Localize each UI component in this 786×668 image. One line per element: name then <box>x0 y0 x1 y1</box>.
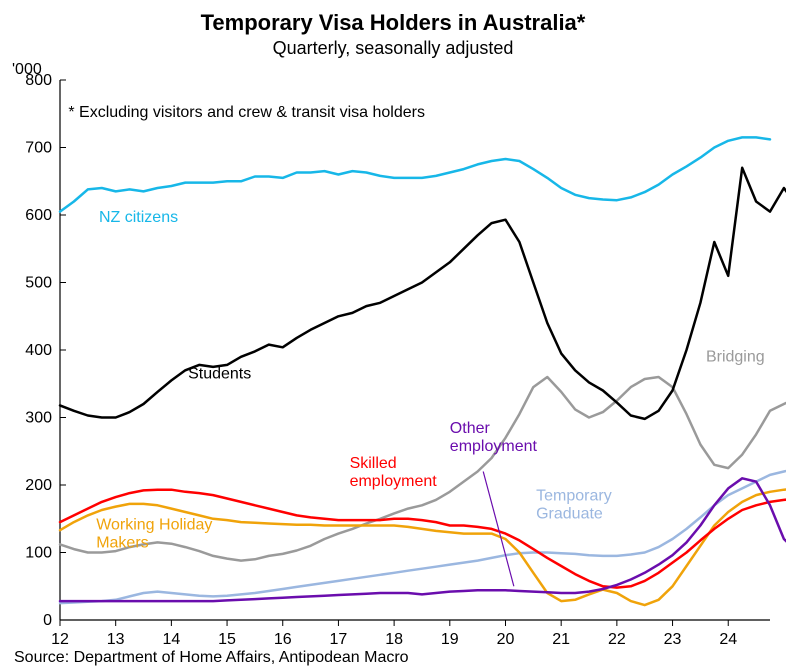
y-tick: 200 <box>25 477 52 494</box>
label-working_holiday: Working Holiday <box>96 517 212 534</box>
y-tick: 800 <box>25 72 52 89</box>
x-tick: 18 <box>385 631 403 648</box>
chart-footnote: * Excluding visitors and crew & transit … <box>68 104 425 121</box>
label-nz: NZ citizens <box>99 209 178 226</box>
label-temp_graduate-2: Graduate <box>536 506 603 523</box>
series-other_emp <box>60 478 786 601</box>
x-tick: 16 <box>274 631 292 648</box>
label-skilled-2: employment <box>350 473 438 490</box>
label-other_emp: Other <box>450 420 491 437</box>
label-students: Students <box>188 365 251 382</box>
y-tick: 600 <box>25 207 52 224</box>
y-tick: 700 <box>25 140 52 157</box>
chart-title: Temporary Visa Holders in Australia* <box>201 10 586 35</box>
label-other_emp-2: employment <box>450 438 538 455</box>
x-tick: 15 <box>218 631 236 648</box>
y-tick: 400 <box>25 342 52 359</box>
y-tick: 500 <box>25 275 52 292</box>
x-tick: 21 <box>552 631 570 648</box>
x-tick: 12 <box>51 631 69 648</box>
y-tick: 300 <box>25 410 52 427</box>
y-tick: 0 <box>43 612 52 629</box>
series-nz <box>60 137 770 211</box>
label-skilled: Skilled <box>350 455 397 472</box>
y-tick: 100 <box>25 545 52 562</box>
label-bridging: Bridging <box>706 348 765 365</box>
chart-source: Source: Department of Home Affairs, Anti… <box>14 649 409 666</box>
x-tick: 20 <box>497 631 515 648</box>
x-tick: 22 <box>608 631 626 648</box>
x-tick: 13 <box>107 631 125 648</box>
series-students <box>60 168 786 419</box>
label-working_holiday-2: Makers <box>96 535 148 552</box>
x-tick: 23 <box>664 631 682 648</box>
x-tick: 19 <box>441 631 459 648</box>
x-tick: 24 <box>719 631 737 648</box>
x-tick: 17 <box>330 631 348 648</box>
visa-line-chart: Temporary Visa Holders in Australia* Quar… <box>0 0 786 668</box>
x-tick: 14 <box>162 631 180 648</box>
label-temp_graduate: Temporary <box>536 488 612 505</box>
chart-subtitle: Quarterly, seasonally adjusted <box>273 38 514 58</box>
